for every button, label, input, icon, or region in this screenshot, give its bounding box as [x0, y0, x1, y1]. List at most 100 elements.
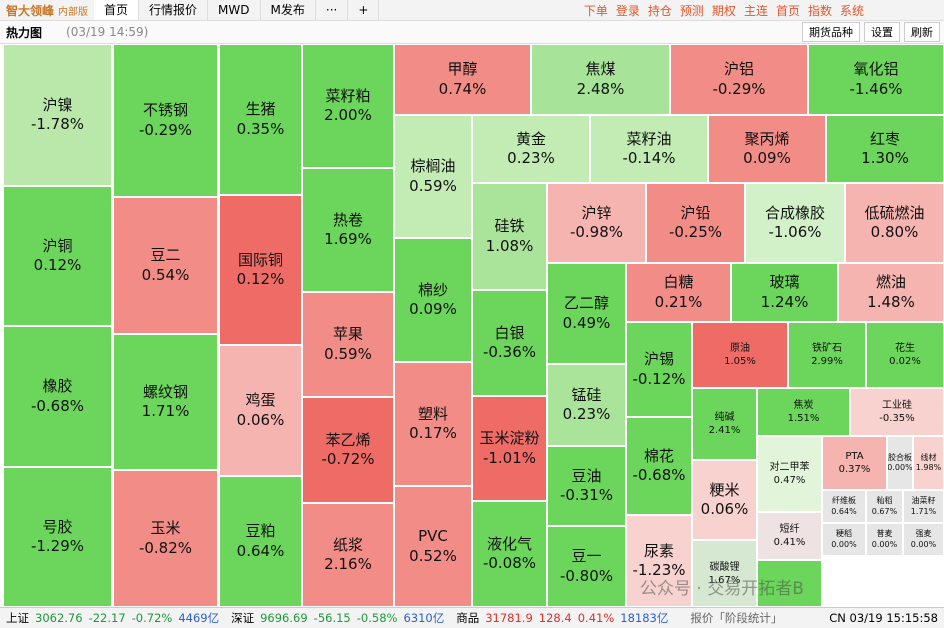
- heatmap-cell[interactable]: 强麦 0.00%: [903, 523, 944, 556]
- cell-name: 豆二: [150, 246, 181, 264]
- heatmap-cell[interactable]: 液化气 -0.08%: [472, 501, 547, 607]
- tab[interactable]: 首页: [94, 0, 140, 20]
- tab[interactable]: 行情报价: [139, 0, 209, 20]
- cell-change: 0.02%: [889, 356, 921, 367]
- heatmap-cell[interactable]: 苹果 0.59%: [302, 292, 394, 397]
- heatmap-cell[interactable]: 棉纱 0.09%: [394, 238, 472, 362]
- heatmap-cell[interactable]: 豆一 -0.80%: [547, 526, 626, 607]
- heatmap-cell[interactable]: 线材 1.98%: [913, 436, 944, 490]
- cell-name: 豆一: [571, 547, 602, 565]
- heatmap-cell[interactable]: 生猪 0.35%: [219, 44, 302, 195]
- menu-item[interactable]: 首页: [775, 3, 800, 18]
- heatmap-cell[interactable]: 玉米淀粉 -1.01%: [472, 396, 547, 501]
- heatmap-cell[interactable]: 不锈钢 -0.29%: [113, 44, 218, 197]
- heatmap-cell[interactable]: 菜籽油 -0.14%: [590, 115, 708, 183]
- heatmap-cell[interactable]: 国际铜 0.12%: [219, 195, 302, 345]
- heatmap-cell[interactable]: 豆油 -0.31%: [547, 446, 626, 526]
- cell-name: 籼稻: [876, 496, 893, 506]
- button[interactable]: 设置: [864, 22, 900, 42]
- menu-item[interactable]: 登录: [615, 3, 640, 18]
- heatmap-cell[interactable]: 沪锡 -0.12%: [626, 322, 692, 417]
- heatmap-cell[interactable]: PTA 0.37%: [822, 436, 887, 490]
- tab[interactable]: MWD: [208, 0, 261, 20]
- heatmap-cell[interactable]: 螺纹钢 1.71%: [113, 334, 218, 470]
- heatmap-cell[interactable]: 玻璃 1.24%: [731, 263, 838, 322]
- cell-name: 尿素: [643, 541, 674, 560]
- heatmap-cell[interactable]: 红枣 1.30%: [826, 115, 944, 183]
- status-bar: 上证 3062.76 -22.17 -0.72% 4469亿 深证 9696.69 -56.1…: [0, 607, 944, 628]
- heatmap-cell[interactable]: 乙二醇 0.49%: [547, 263, 626, 364]
- heatmap-cell[interactable]: 油菜籽 1.71%: [903, 490, 944, 523]
- cell-change: 0.17%: [409, 424, 457, 442]
- tab[interactable]: M发布: [261, 0, 316, 20]
- heatmap-cell[interactable]: 塑料 0.17%: [394, 362, 472, 486]
- button[interactable]: 期货品种: [802, 22, 860, 42]
- heatmap-cell[interactable]: 鸡蛋 0.06%: [219, 345, 302, 476]
- menu-item[interactable]: 下单: [583, 3, 608, 18]
- heatmap-cell[interactable]: 沪锌 -0.98%: [547, 183, 646, 263]
- heatmap-cell[interactable]: 胶合板 0.00%: [887, 436, 913, 490]
- heatmap-cell[interactable]: 玉米 -0.82%: [113, 470, 218, 607]
- heatmap-cell[interactable]: 普麦 0.00%: [866, 523, 903, 556]
- cell-name: 棉纱: [417, 280, 448, 299]
- heatmap-cell[interactable]: 籼稻 0.67%: [866, 490, 903, 523]
- heatmap-cell[interactable]: 菜籽粕 2.00%: [302, 44, 394, 168]
- heatmap-cell[interactable]: 纯碱 2.41%: [692, 388, 757, 460]
- heatmap-cell[interactable]: 苯乙烯 -0.72%: [302, 397, 394, 503]
- heatmap-cell[interactable]: 原油 1.05%: [692, 322, 788, 388]
- menu-item[interactable]: 指数: [807, 3, 832, 18]
- heatmap-cell[interactable]: 黄金 0.23%: [472, 115, 590, 183]
- heatmap-cell[interactable]: 沪铅 -0.25%: [646, 183, 745, 263]
- heatmap-cell[interactable]: 工业硅 -0.35%: [850, 388, 944, 436]
- heatmap-cell[interactable]: 对二甲苯 0.47%: [757, 436, 822, 512]
- index-diff: 128.4: [538, 611, 572, 625]
- heatmap-cell[interactable]: 硅铁 1.08%: [472, 183, 547, 290]
- heatmap-cell[interactable]: 棕榈油 0.59%: [394, 115, 472, 238]
- heatmap-cell[interactable]: 橡胶 -0.68%: [3, 326, 112, 467]
- heatmap-cell[interactable]: 低硫燃油 0.80%: [845, 183, 944, 263]
- menu-item[interactable]: 系统: [839, 3, 864, 18]
- heatmap-cell[interactable]: 号胶 -1.29%: [3, 467, 112, 607]
- heatmap-cell[interactable]: 花生 0.02%: [866, 322, 944, 388]
- heatmap-cell[interactable]: 甲醇 0.74%: [394, 44, 531, 115]
- heatmap-cell[interactable]: 碳酸锂 1.67%: [692, 540, 757, 607]
- heatmap-cell[interactable]: 沪铝 -0.29%: [670, 44, 808, 115]
- heatmap-cell[interactable]: 氧化铝 -1.46%: [808, 44, 944, 115]
- more[interactable]: ···: [316, 0, 349, 20]
- menu-item[interactable]: 预测: [679, 3, 704, 18]
- heatmap-cell[interactable]: PVC 0.52%: [394, 486, 472, 607]
- cell-change: -1.01%: [482, 448, 537, 467]
- heatmap-cell[interactable]: 铁矿石 2.99%: [788, 322, 866, 388]
- heatmap-cell[interactable]: 热卷 1.69%: [302, 168, 394, 292]
- heatmap-cell[interactable]: 沪铜 0.12%: [3, 186, 112, 326]
- heatmap-cell[interactable]: 短纤 0.41%: [757, 512, 822, 560]
- heatmap-cell[interactable]: 豆二 0.54%: [113, 197, 218, 334]
- heatmap-cell[interactable]: 焦煤 2.48%: [531, 44, 670, 115]
- heatmap-cell[interactable]: 燃油 1.48%: [838, 263, 944, 322]
- heatmap-cell[interactable]: 粳米 0.06%: [692, 460, 757, 540]
- heatmap-cell[interactable]: 焦炭 1.51%: [757, 388, 850, 436]
- heatmap-cell[interactable]: 纸浆 2.16%: [302, 503, 394, 607]
- cell-name: 国际铜: [237, 250, 283, 269]
- heatmap-cell[interactable]: 沪镍 -1.78%: [3, 44, 112, 186]
- button[interactable]: 刷新: [904, 22, 940, 42]
- heatmap-cell[interactable]: 白糖 0.21%: [626, 263, 731, 322]
- heatmap-cell[interactable]: 棉花 -0.68%: [626, 417, 692, 515]
- heatmap-cell[interactable]: 白银 -0.36%: [472, 290, 547, 396]
- menu-item[interactable]: 期权: [711, 3, 736, 18]
- index-pct: 0.41%: [577, 611, 615, 625]
- cell-change: 1.24%: [760, 292, 809, 311]
- menu-item[interactable]: 持仓: [647, 3, 672, 18]
- cell-change: 0.54%: [141, 265, 190, 284]
- heatmap-cell[interactable]: 聚丙烯 0.09%: [708, 115, 826, 183]
- heatmap-cell[interactable]: 尿素 -1.23%: [626, 515, 692, 607]
- menu-item[interactable]: 主连: [743, 3, 768, 18]
- heatmap-cell[interactable]: 粳稻 0.00%: [822, 523, 866, 556]
- add-tab[interactable]: +: [348, 0, 380, 20]
- cell-name: 沪锡: [643, 350, 674, 368]
- heatmap-cell[interactable]: 纤维板 0.64%: [822, 490, 866, 523]
- heatmap-cell[interactable]: 豆粕 0.64%: [219, 476, 302, 607]
- heatmap-cell[interactable]: 合成橡胶 -1.06%: [745, 183, 845, 263]
- heatmap-cell[interactable]: 锰硅 0.23%: [547, 364, 626, 446]
- cell-change: 0.00%: [887, 463, 913, 472]
